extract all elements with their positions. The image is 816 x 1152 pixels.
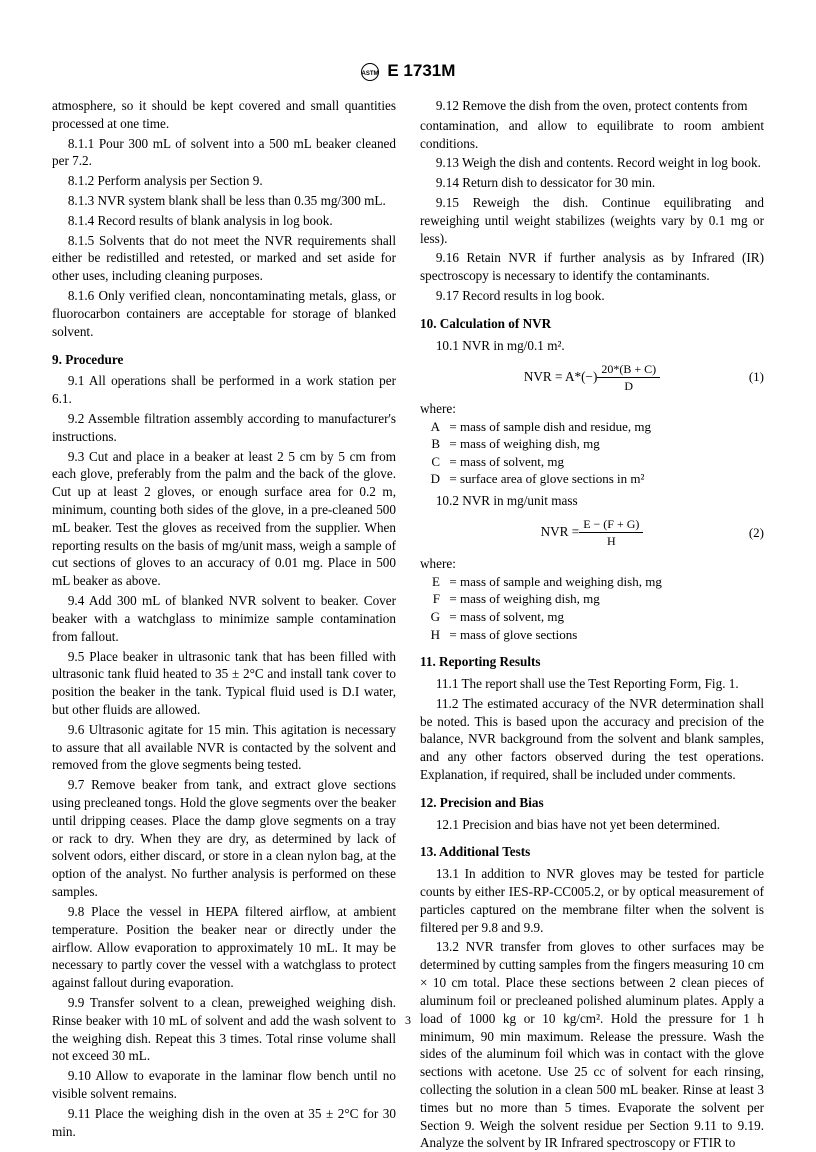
eq2-denominator: H [579, 533, 643, 549]
para: 9.4 Add 300 mL of blanked NVR solvent to… [52, 592, 396, 645]
para: 10.1 NVR in mg/0.1 m². [420, 337, 764, 355]
para: 9.1 All operations shall be performed in… [52, 372, 396, 408]
equation-2: NVR = E − (F + G) H (2) [420, 516, 764, 549]
para: 9.8 Place the vessel in HEPA filtered ai… [52, 903, 396, 992]
eq2-tag: (2) [749, 524, 764, 542]
para: 13.2 NVR transfer from gloves to other s… [420, 938, 764, 1152]
para: 8.1.6 Only verified clean, noncontaminat… [52, 287, 396, 340]
section-heading-9: 9. Procedure [52, 351, 396, 369]
where-row: C=mass of solvent, mg [420, 453, 764, 471]
para: 11.2 The estimated accuracy of the NVR d… [420, 695, 764, 784]
page-number: 3 [0, 1012, 816, 1028]
where-block-1: where: A=mass of sample dish and residue… [420, 400, 764, 488]
para: 9.6 Ultrasonic agitate for 15 min. This … [52, 721, 396, 774]
where-row: A=mass of sample dish and residue, mg [420, 418, 764, 436]
eq2-numerator: E − (F + G) [579, 516, 643, 533]
para: 9.17 Record results in log book. [420, 287, 764, 305]
equation-1: NVR = A*(−) 20*(B + C) D (1) [420, 361, 764, 394]
where-row: F=mass of weighing dish, mg [420, 590, 764, 608]
para: 9.7 Remove beaker from tank, and extract… [52, 776, 396, 901]
para: 9.12 Remove the dish from the oven, prot… [420, 97, 764, 115]
eq1-fraction: 20*(B + C) D [597, 361, 660, 394]
astm-logo-icon: ASTM [361, 62, 379, 81]
where-label: where: [420, 400, 764, 418]
eq1-numerator: 20*(B + C) [597, 361, 660, 378]
where-block-2: where: E=mass of sample and weighing dis… [420, 555, 764, 643]
where-label: where: [420, 555, 764, 573]
para: 9.9 Transfer solvent to a clean, preweig… [52, 994, 396, 1065]
para: 9.16 Retain NVR if further analysis as b… [420, 249, 764, 285]
para: atmosphere, so it should be kept covered… [52, 97, 396, 133]
where-row: H=mass of glove sections [420, 626, 764, 644]
para: 9.15 Reweigh the dish. Continue equilibr… [420, 194, 764, 247]
para: 13.1 In addition to NVR gloves may be te… [420, 865, 764, 936]
para: 9.3 Cut and place in a beaker at least 2… [52, 448, 396, 591]
eq2-fraction: E − (F + G) H [579, 516, 643, 549]
content-columns: atmosphere, so it should be kept covered… [52, 97, 764, 1152]
para: 9.10 Allow to evaporate in the laminar f… [52, 1067, 396, 1103]
eq2-lhs: NVR = [541, 523, 580, 541]
eq1-tag: (1) [749, 368, 764, 386]
para: 9.14 Return dish to dessicator for 30 mi… [420, 174, 764, 192]
para: 8.1.5 Solvents that do not meet the NVR … [52, 232, 396, 285]
svg-text:ASTM: ASTM [361, 71, 378, 77]
para: 8.1.4 Record results of blank analysis i… [52, 212, 396, 230]
para: 9.13 Weigh the dish and contents. Record… [420, 154, 764, 172]
para: 9.11 Place the weighing dish in the oven… [52, 1105, 396, 1141]
page-header: ASTM E 1731M [52, 60, 764, 83]
para: contamination, and allow to equilibrate … [420, 117, 764, 153]
doc-id: E 1731M [387, 61, 455, 80]
section-heading-10: 10. Calculation of NVR [420, 315, 764, 333]
para: 11.1 The report shall use the Test Repor… [420, 675, 764, 693]
para: 8.1.3 NVR system blank shall be less tha… [52, 192, 396, 210]
para: 9.5 Place beaker in ultrasonic tank that… [52, 648, 396, 719]
where-row: B=mass of weighing dish, mg [420, 435, 764, 453]
para: 9.2 Assemble filtration assembly accordi… [52, 410, 396, 446]
where-row: D=surface area of glove sections in m² [420, 470, 764, 488]
where-row: E=mass of sample and weighing dish, mg [420, 573, 764, 591]
eq1-denominator: D [597, 378, 660, 394]
eq1-lhs: NVR = A*(−) [524, 368, 597, 386]
section-heading-13: 13. Additional Tests [420, 843, 764, 861]
para: 8.1.1 Pour 300 mL of solvent into a 500 … [52, 135, 396, 171]
para: 10.2 NVR in mg/unit mass [420, 492, 764, 510]
section-heading-12: 12. Precision and Bias [420, 794, 764, 812]
where-row: G=mass of solvent, mg [420, 608, 764, 626]
para: 12.1 Precision and bias have not yet bee… [420, 816, 764, 834]
para: 8.1.2 Perform analysis per Section 9. [52, 172, 396, 190]
section-heading-11: 11. Reporting Results [420, 653, 764, 671]
